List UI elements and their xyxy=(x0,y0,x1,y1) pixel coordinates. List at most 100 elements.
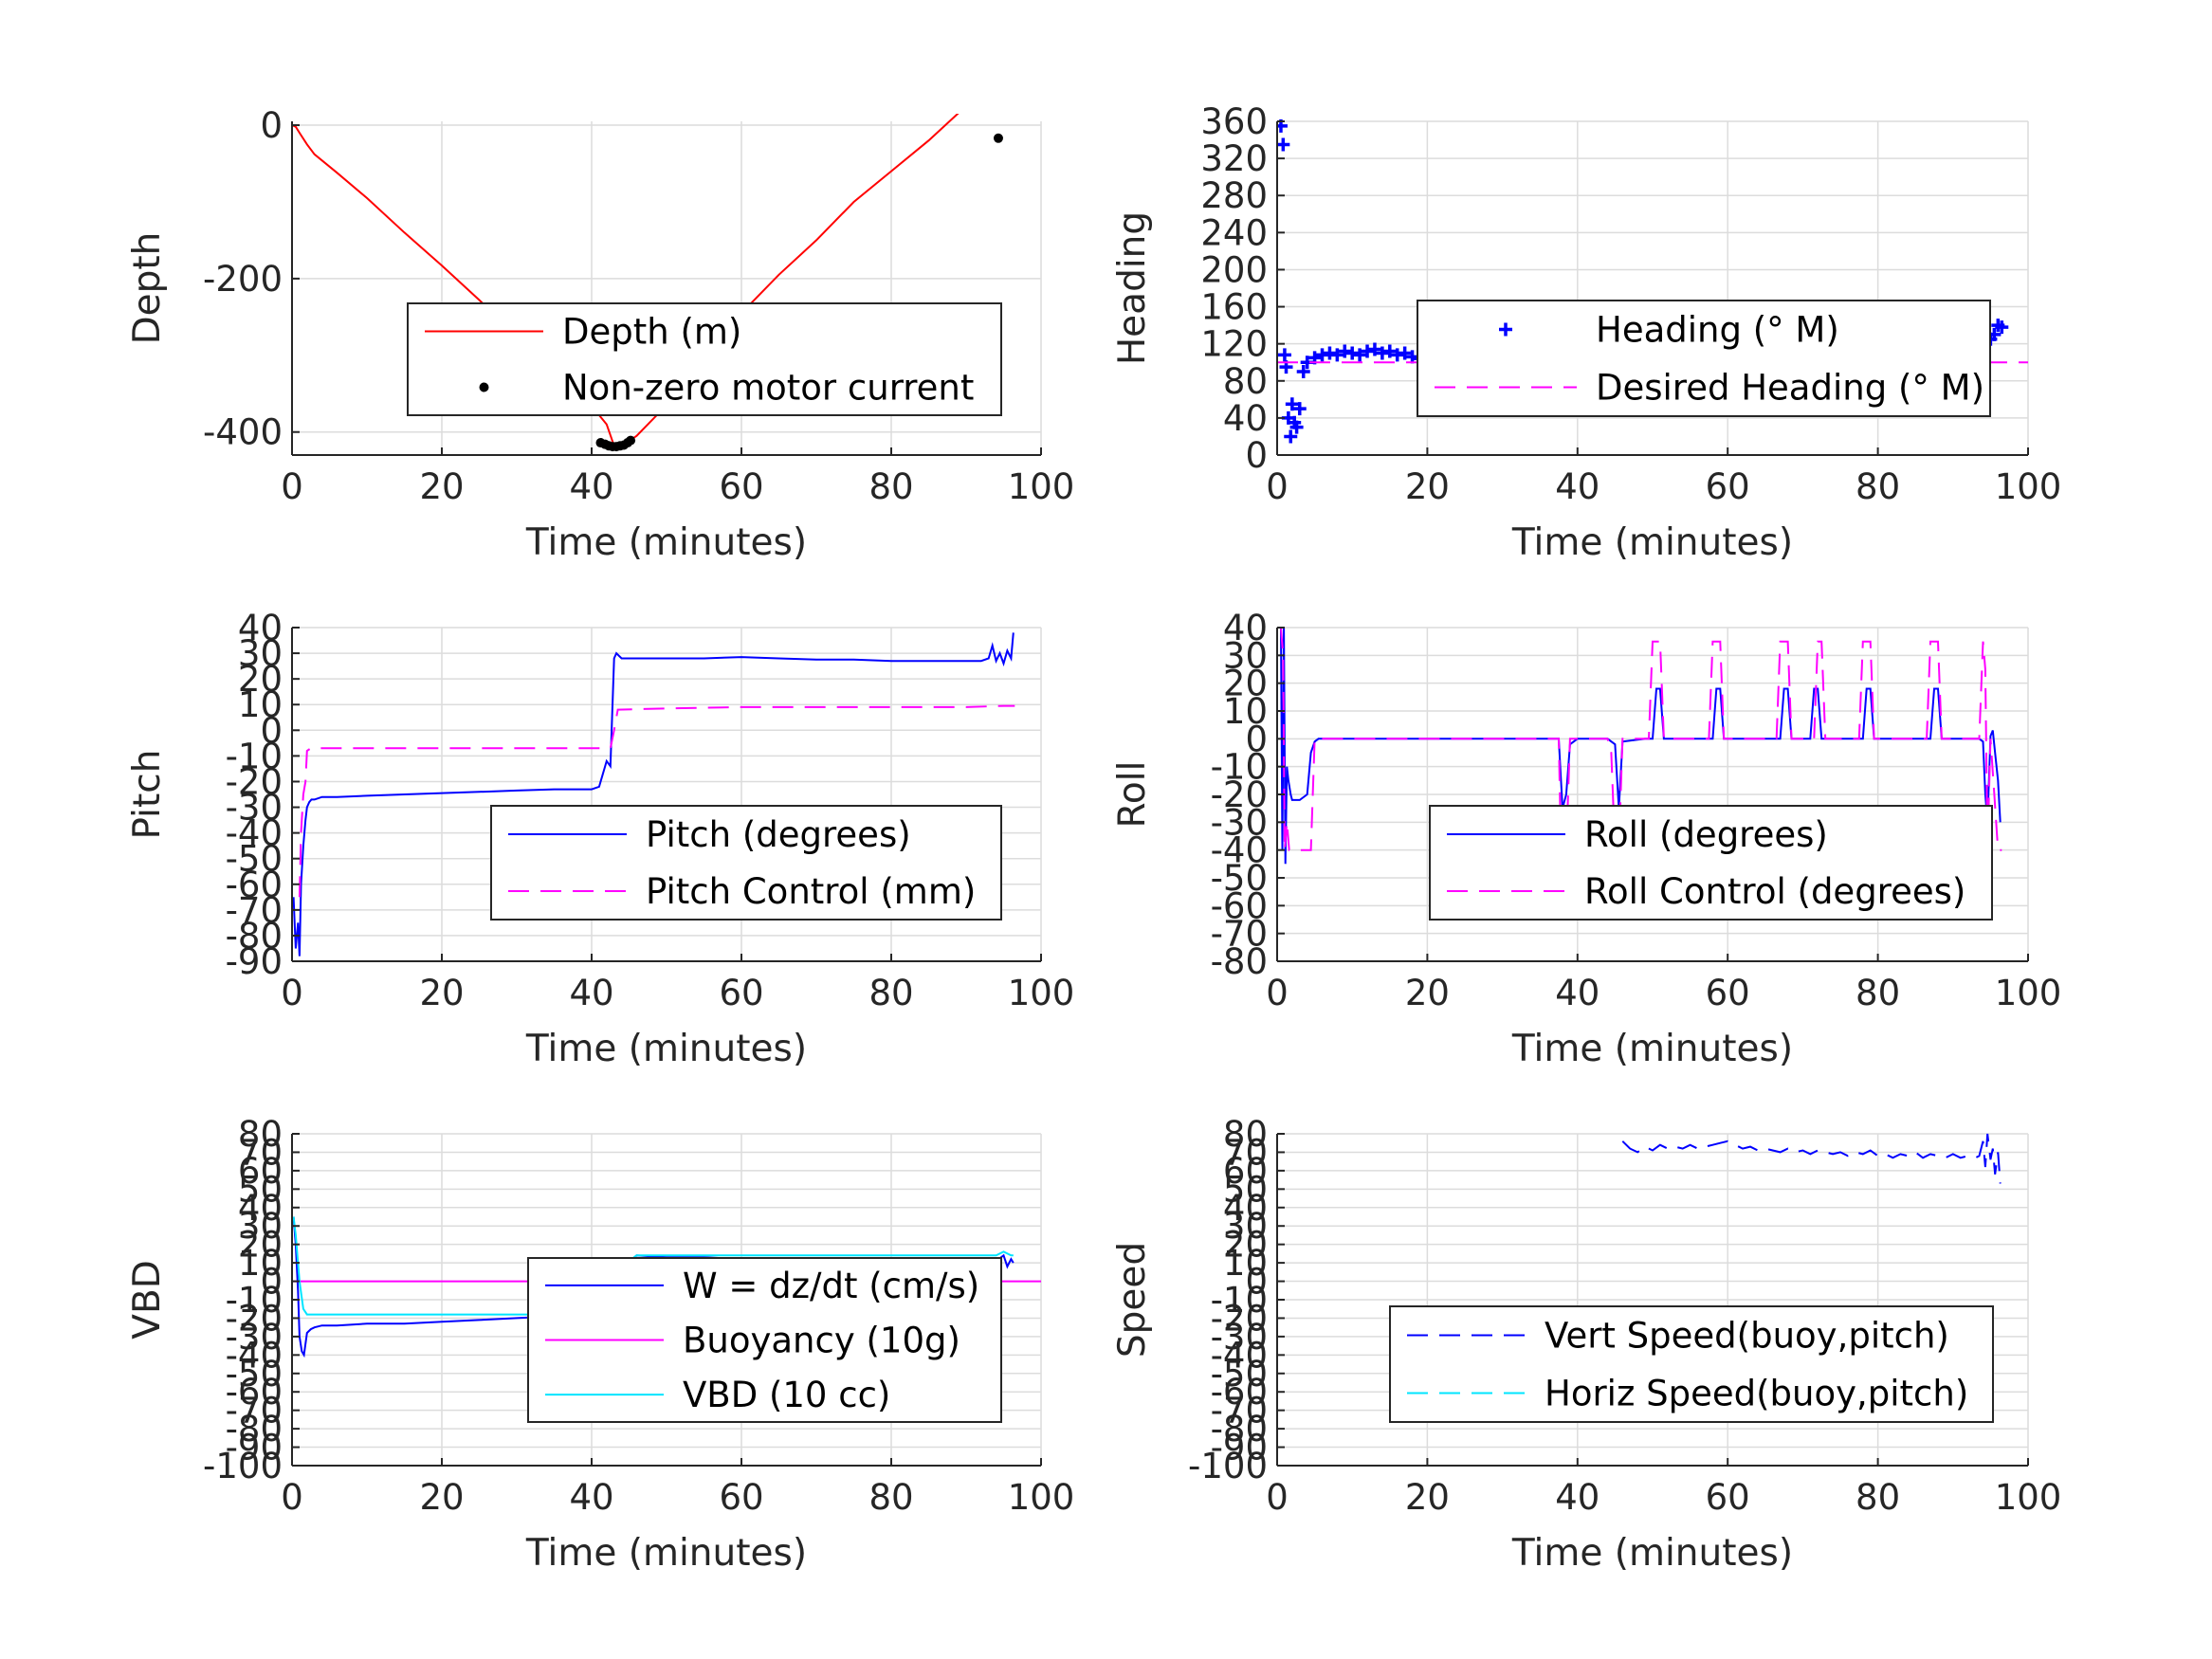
x-tick-label: 20 xyxy=(1405,466,1450,507)
series-depth-m xyxy=(292,114,960,447)
y-tick-label: 20 xyxy=(238,1225,283,1266)
legend-label: Desired Heading (° M) xyxy=(1596,368,1984,409)
y-tick-label: 30 xyxy=(238,633,283,674)
data-point xyxy=(1367,342,1381,356)
legend-label: Roll (degrees) xyxy=(1584,814,1828,855)
x-tick-label: 40 xyxy=(1555,1477,1600,1518)
legend-box xyxy=(490,805,1002,921)
y-tick-label: -20 xyxy=(1211,775,1268,815)
data-point xyxy=(1285,397,1299,411)
x-axis-label: Time (minutes) xyxy=(525,1028,807,1070)
y-tick-label: 80 xyxy=(1223,361,1268,402)
data-point xyxy=(1995,320,2009,335)
series-pitch-control-mm xyxy=(298,704,1015,898)
x-tick-label: 40 xyxy=(1555,973,1600,1013)
data-point xyxy=(1398,346,1412,360)
y-tick-label: 160 xyxy=(1200,287,1268,328)
y-tick-label: -20 xyxy=(1211,1298,1268,1339)
legend-box xyxy=(1389,1305,1994,1423)
y-tick-label: -40 xyxy=(1211,830,1268,871)
legend-label: Pitch (degrees) xyxy=(646,814,911,855)
y-tick-label: -30 xyxy=(226,1317,283,1358)
legend: Vert Speed(buoy,pitch) Horiz Speed(buoy,p… xyxy=(1389,1305,1994,1423)
x-tick-label: 20 xyxy=(419,1477,464,1518)
legend-label: Heading (° M) xyxy=(1596,310,1839,351)
y-tick-label: -30 xyxy=(1211,802,1268,843)
data-layer xyxy=(292,632,1015,957)
y-tick-label: 50 xyxy=(1223,1169,1268,1210)
y-tick-label: 0 xyxy=(260,105,283,146)
x-tick-label: 20 xyxy=(1405,1477,1450,1518)
x-axis-label: Time (minutes) xyxy=(525,521,807,564)
y-tick-label: 80 xyxy=(238,1114,283,1155)
data-point xyxy=(1284,429,1298,444)
x-tick-label: 60 xyxy=(1706,466,1750,507)
legend-label: Vert Speed(buoy,pitch) xyxy=(1545,1316,1949,1357)
x-tick-label: 20 xyxy=(1405,973,1450,1013)
x-tick-label: 20 xyxy=(419,973,464,1013)
legend-label: Pitch Control (mm) xyxy=(646,871,976,912)
y-axis-label: Heading xyxy=(1111,211,1154,365)
y-tick-label: 0 xyxy=(1245,1262,1268,1303)
data-layer xyxy=(292,114,1003,452)
y-tick-label: -30 xyxy=(1211,1317,1268,1358)
data-layer xyxy=(1621,1133,2002,1184)
data-point xyxy=(993,133,1003,143)
x-tick-label: 0 xyxy=(1266,1477,1289,1518)
y-tick-label: 10 xyxy=(1223,691,1268,732)
x-tick-label: 40 xyxy=(569,466,613,507)
y-tick-label: -50 xyxy=(1211,1354,1268,1395)
y-tick-label: 70 xyxy=(238,1132,283,1173)
data-point xyxy=(1277,348,1291,362)
legend-label: Non-zero motor current xyxy=(562,368,974,409)
y-tick-label: 20 xyxy=(238,659,283,700)
legend-label: Buoyancy (10g) xyxy=(683,1321,960,1361)
x-tick-label: 80 xyxy=(1856,466,1900,507)
y-tick-label: -100 xyxy=(1188,1446,1268,1486)
legend-label: VBD (10 cc) xyxy=(683,1375,890,1415)
y-tick-label: 10 xyxy=(238,684,283,725)
legend: W = dz/dt (cm/s) Buoyancy (10g) VBD (10 cc… xyxy=(527,1257,1002,1423)
y-tick-label: 0 xyxy=(260,1262,283,1303)
x-axis-label: Time (minutes) xyxy=(1511,1028,1793,1070)
y-tick-label: 0 xyxy=(1245,435,1268,476)
subplot-heading: 0 20 40 60 80 10004080120160200240280320360Ti… xyxy=(1111,101,2061,564)
y-tick-label: -60 xyxy=(1211,885,1268,926)
data-point xyxy=(1296,365,1310,378)
x-tick-label: 80 xyxy=(1856,1477,1900,1518)
y-tick-label: 40 xyxy=(238,608,283,648)
legend: Pitch (degrees) Pitch Control (mm) xyxy=(490,805,1002,921)
y-tick-label: 30 xyxy=(238,1206,283,1247)
subplot-depth: 0 20 40 60 80 100 0 -200 -400 Time (minutes) Depth… xyxy=(126,105,1074,564)
y-tick-label: -60 xyxy=(226,1372,283,1413)
y-tick-label: -90 xyxy=(226,941,283,982)
y-tick-label: -10 xyxy=(226,1280,283,1321)
y-tick-label: 280 xyxy=(1200,175,1268,216)
x-axis-label: Time (minutes) xyxy=(525,1532,807,1575)
subplot-vbd: 0 20 40 60 80 100-100-90-80-70-60-50-40-30-20… xyxy=(126,1114,1074,1575)
x-tick-label: 100 xyxy=(1995,973,2062,1013)
x-tick-label: 20 xyxy=(419,466,464,507)
y-tick-label: -10 xyxy=(226,736,283,776)
data-point xyxy=(1277,137,1290,152)
y-tick-label: -60 xyxy=(226,865,283,905)
y-tick-label: 0 xyxy=(260,710,283,751)
y-tick-label: -80 xyxy=(1211,1409,1268,1449)
y-tick-label: 70 xyxy=(1223,1132,1268,1173)
series-roll-degrees xyxy=(1280,627,2002,865)
data-point xyxy=(1375,346,1389,360)
x-tick-label: 0 xyxy=(281,973,303,1013)
x-tick-label: 0 xyxy=(1266,973,1289,1013)
y-axis-label: Pitch xyxy=(126,750,169,840)
y-tick-label: -10 xyxy=(1211,1280,1268,1321)
y-tick-label: 320 xyxy=(1200,138,1268,179)
y-tick-label: -200 xyxy=(203,259,283,300)
y-tick-label: -50 xyxy=(1211,858,1268,899)
legend-label: Horiz Speed(buoy,pitch) xyxy=(1545,1374,1968,1414)
data-point xyxy=(1353,348,1367,362)
y-tick-label: -40 xyxy=(1211,1335,1268,1376)
x-tick-label: 0 xyxy=(1266,466,1289,507)
x-axis-label: Time (minutes) xyxy=(1511,1532,1793,1575)
y-tick-label: 40 xyxy=(1223,608,1268,648)
